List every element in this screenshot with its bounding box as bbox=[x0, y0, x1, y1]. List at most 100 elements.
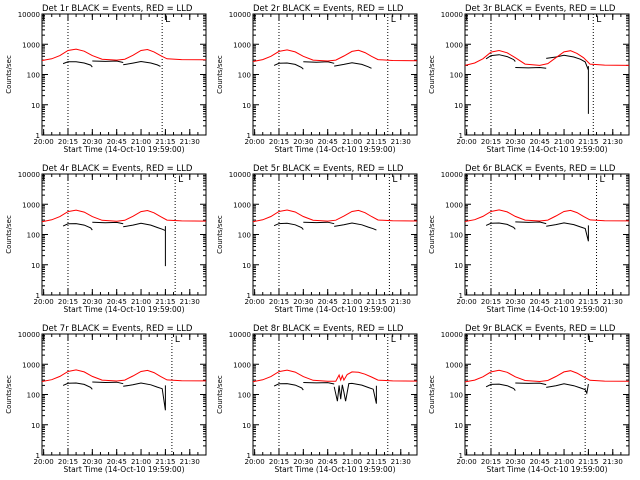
x-tick-label: 20:00 bbox=[457, 138, 477, 146]
plot-frame bbox=[41, 333, 207, 456]
events-series-line bbox=[123, 382, 166, 411]
y-tick-label: 100 bbox=[238, 72, 251, 80]
detector-panel: Det 8r BLACK = Events, RED = LLD 1 10 100 10… bbox=[216, 324, 418, 474]
x-tick-label: 21:00 bbox=[342, 298, 362, 306]
x-tick-label: 20:45 bbox=[107, 298, 127, 306]
x-tick-label: 20:30 bbox=[505, 458, 525, 466]
y-tick-label: 10 bbox=[454, 262, 463, 270]
x-tick-label: 20:15 bbox=[58, 298, 78, 306]
panel-title: Det 7r BLACK = Events, RED = LLD bbox=[42, 324, 193, 334]
y-tick-label: 100 bbox=[27, 72, 40, 80]
y-tick-label: 1 bbox=[459, 452, 463, 460]
events-series-line bbox=[62, 223, 93, 231]
lld-series-line bbox=[464, 49, 630, 66]
y-tick-label: 100 bbox=[450, 232, 463, 240]
events-series-line bbox=[515, 221, 547, 225]
x-tick-label: 21:00 bbox=[131, 298, 151, 306]
x-tick-label: 20:45 bbox=[107, 138, 127, 146]
y-tick-label: 1000 bbox=[445, 201, 463, 209]
y-axis-label: Counts/sec bbox=[5, 55, 13, 94]
events-series-line bbox=[62, 382, 93, 390]
y-axis-label: Counts/sec bbox=[216, 375, 224, 414]
y-tick-label: 100 bbox=[238, 392, 251, 400]
x-axis-label: Start Time (14-Oct-10 19:59:00) bbox=[63, 465, 184, 474]
x-tick-label: 20:30 bbox=[82, 138, 102, 146]
x-tick-label: 20:30 bbox=[82, 298, 102, 306]
y-tick-label: 10000 bbox=[229, 11, 251, 19]
events-series-line bbox=[303, 382, 335, 385]
x-tick-label: 20:30 bbox=[82, 458, 102, 466]
lld-series-line bbox=[252, 369, 418, 383]
x-tick-label: 20:00 bbox=[245, 458, 265, 466]
marker-label: L bbox=[178, 175, 183, 185]
x-tick-label: 21:30 bbox=[391, 298, 411, 306]
y-tick-label: 10 bbox=[454, 102, 463, 110]
detector-panel: Det 5r BLACK = Events, RED = LLD 1 10 100 10… bbox=[216, 164, 418, 314]
events-series-line bbox=[485, 383, 516, 391]
y-tick-label: 10000 bbox=[441, 331, 463, 339]
detector-panel: Det 9r BLACK = Events, RED = LLD 1 10 100 10… bbox=[428, 324, 630, 474]
y-tick-label: 1 bbox=[247, 132, 251, 140]
lld-series-line bbox=[41, 369, 207, 382]
y-tick-label: 10 bbox=[242, 262, 251, 270]
x-axis-label: Start Time (14-Oct-10 19:59:00) bbox=[486, 465, 607, 474]
y-tick-label: 10 bbox=[242, 102, 251, 110]
x-tick-label: 20:45 bbox=[318, 298, 338, 306]
events-series-line bbox=[273, 222, 304, 230]
x-tick-label: 21:30 bbox=[391, 458, 411, 466]
marker-label: L bbox=[600, 175, 605, 185]
marker-label: L bbox=[588, 335, 593, 345]
lld-series-line bbox=[41, 209, 207, 223]
y-tick-label: 1000 bbox=[22, 201, 40, 209]
y-tick-label: 1000 bbox=[445, 361, 463, 369]
y-tick-label: 10000 bbox=[229, 331, 251, 339]
x-tick-label: 21:00 bbox=[131, 458, 151, 466]
detector-panel: Det 2r BLACK = Events, RED = LLD 1 10 100 10… bbox=[216, 4, 418, 154]
y-tick-label: 10000 bbox=[18, 11, 40, 19]
x-axis-label: Start Time (14-Oct-10 19:59:00) bbox=[274, 305, 395, 314]
y-tick-label: 1 bbox=[459, 292, 463, 300]
events-series-line bbox=[334, 222, 377, 231]
y-tick-label: 10 bbox=[31, 422, 40, 430]
x-tick-label: 20:15 bbox=[269, 138, 289, 146]
x-axis-label: Start Time (14-Oct-10 19:59:00) bbox=[274, 465, 395, 474]
y-tick-label: 10000 bbox=[441, 171, 463, 179]
x-tick-label: 21:30 bbox=[603, 298, 623, 306]
plot-frame bbox=[252, 13, 418, 136]
plot-frame bbox=[464, 173, 630, 296]
marker-label: L bbox=[392, 175, 397, 185]
detector-panel: Det 4r BLACK = Events, RED = LLD 1 10 100 10… bbox=[5, 164, 207, 314]
events-series-line bbox=[92, 221, 124, 225]
y-axis-label: Counts/sec bbox=[428, 215, 436, 254]
y-tick-label: 1 bbox=[247, 292, 251, 300]
y-tick-label: 1000 bbox=[445, 41, 463, 49]
lld-series-line bbox=[252, 209, 418, 223]
plot-frame bbox=[252, 333, 418, 456]
x-tick-label: 20:45 bbox=[318, 138, 338, 146]
y-tick-label: 10000 bbox=[229, 171, 251, 179]
y-tick-label: 10000 bbox=[441, 11, 463, 19]
y-tick-label: 10000 bbox=[18, 171, 40, 179]
y-axis-label: Counts/sec bbox=[216, 215, 224, 254]
plot-frame bbox=[464, 13, 630, 136]
marker-label: L bbox=[175, 335, 180, 345]
events-series-line bbox=[303, 221, 335, 225]
events-series-line bbox=[546, 222, 589, 242]
x-tick-label: 20:15 bbox=[481, 298, 501, 306]
x-tick-label: 20:30 bbox=[505, 298, 525, 306]
events-series-line bbox=[485, 54, 516, 62]
detector-panel: Det 7r BLACK = Events, RED = LLD 1 10 100 10… bbox=[5, 324, 207, 474]
x-tick-label: 20:15 bbox=[58, 458, 78, 466]
y-axis-label: Counts/sec bbox=[428, 55, 436, 94]
y-tick-label: 100 bbox=[27, 392, 40, 400]
detector-panel: Det 1r BLACK = Events, RED = LLD 1 10 100 10… bbox=[5, 4, 207, 154]
x-tick-label: 20:00 bbox=[457, 298, 477, 306]
events-series-line bbox=[303, 61, 335, 64]
plot-frame bbox=[252, 173, 418, 296]
panel-title: Det 5r BLACK = Events, RED = LLD bbox=[253, 164, 404, 174]
x-axis-label: Start Time (14-Oct-10 19:59:00) bbox=[486, 145, 607, 154]
events-series-line bbox=[333, 382, 377, 404]
y-tick-label: 10 bbox=[454, 422, 463, 430]
x-tick-label: 21:30 bbox=[603, 458, 623, 466]
